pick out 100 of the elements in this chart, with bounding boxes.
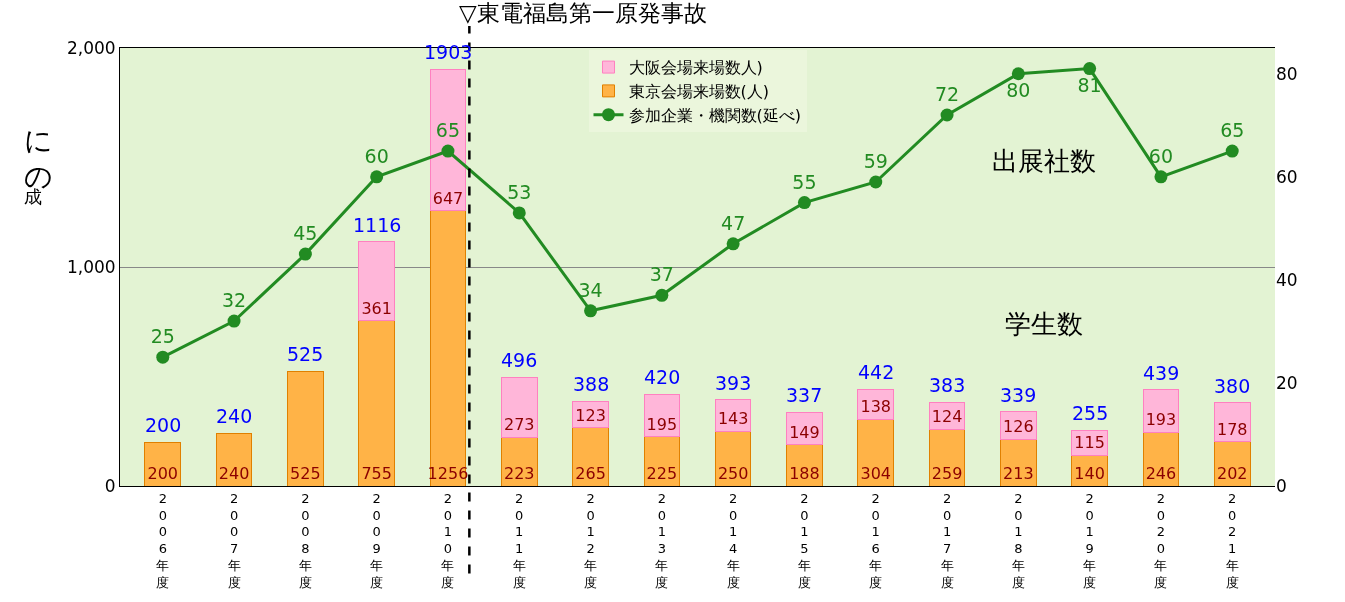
point <box>1011 67 1025 81</box>
ref-line-label: ▽東電福島第一原発事故 <box>459 0 707 26</box>
data-label: 178 <box>1216 419 1248 439</box>
data-label: 126 <box>1003 417 1034 437</box>
data-label: 59 <box>863 150 888 173</box>
data-label: 240 <box>218 464 250 483</box>
total-label: 339 <box>1000 384 1037 406</box>
x-tick-label: 2019年度 <box>1083 490 1097 591</box>
point <box>1083 62 1097 76</box>
point <box>869 175 883 189</box>
bar <box>358 320 395 486</box>
y2-tick-label: 20 <box>1276 372 1298 393</box>
total-label: 240 <box>216 405 253 427</box>
data-label: 259 <box>931 464 963 483</box>
data-label: 45 <box>293 222 318 245</box>
data-label: 273 <box>503 415 535 435</box>
data-label: 250 <box>717 464 749 483</box>
data-label: 115 <box>1074 433 1105 453</box>
data-label: 188 <box>789 464 820 483</box>
point <box>441 144 455 158</box>
x-tick-label: 2009年度 <box>370 490 384 591</box>
total-label: 525 <box>287 343 324 365</box>
y-tick-label: 0 <box>104 475 116 496</box>
y2-tick-label: 60 <box>1276 166 1298 187</box>
point <box>940 108 954 122</box>
y-tick-label: 1,000 <box>66 256 116 277</box>
data-label: 60 <box>1148 144 1174 167</box>
point <box>655 288 669 302</box>
data-label: 80 <box>1006 79 1031 102</box>
x-tick-label: 2012年度 <box>584 490 598 591</box>
bar <box>215 432 253 486</box>
data-label: 124 <box>931 407 963 427</box>
x-tick-label: 2015年度 <box>797 490 811 591</box>
data-label: 223 <box>503 464 535 483</box>
bar <box>358 241 395 322</box>
data-label: 200 <box>147 464 179 483</box>
total-label: 439 <box>1143 362 1180 384</box>
data-label: 65 <box>1220 119 1245 142</box>
total-label: 420 <box>644 366 681 388</box>
data-label: 193 <box>1145 410 1177 430</box>
x-tick-label: 2008年度 <box>298 490 312 591</box>
data-label: 72 <box>934 83 960 106</box>
total-label: 1116 <box>353 214 402 236</box>
data-label: 143 <box>717 409 749 429</box>
data-label: 25 <box>150 325 175 348</box>
data-label: 34 <box>578 278 603 301</box>
data-label: 525 <box>290 464 321 483</box>
x-tick-label: 2018年度 <box>1011 490 1025 591</box>
legend-label: 東京会場来場数(人) <box>628 82 769 102</box>
bar <box>1142 389 1180 433</box>
total-label: 442 <box>858 361 895 383</box>
point <box>512 206 526 220</box>
total-label: 255 <box>1072 402 1109 424</box>
x-tick-label: 2011年度 <box>512 490 526 591</box>
data-label: 65 <box>435 119 461 142</box>
data-label: 55 <box>792 170 817 193</box>
point <box>797 196 811 210</box>
x-tick-label: 2006年度 <box>156 490 170 591</box>
data-label: 202 <box>1216 464 1248 483</box>
data-label: 361 <box>361 298 392 318</box>
data-label: 647 <box>432 188 464 208</box>
point <box>1225 144 1239 158</box>
legend-label: 大阪会場来場数人) <box>628 58 763 78</box>
data-label: 37 <box>649 263 674 286</box>
data-label: 265 <box>575 464 606 483</box>
x-tick-label: 2016年度 <box>869 490 883 591</box>
bar <box>429 68 467 212</box>
data-label: 81 <box>1077 73 1102 96</box>
data-label: 755 <box>361 464 392 483</box>
x-tick-label: 2017年度 <box>940 490 954 591</box>
total-label: 1903 <box>424 41 473 63</box>
data-label: 123 <box>575 405 606 425</box>
point <box>726 237 740 251</box>
data-label: 60 <box>364 144 389 167</box>
bar <box>643 436 681 486</box>
total-label: 200 <box>145 414 182 436</box>
y2-tick-label: 40 <box>1276 269 1298 290</box>
total-label: 496 <box>501 349 538 371</box>
data-label: 225 <box>646 464 678 483</box>
data-label: 140 <box>1074 464 1105 483</box>
bar <box>643 393 681 438</box>
point <box>584 304 598 318</box>
x-tick-label: 2020年度 <box>1154 490 1168 591</box>
data-label: 53 <box>507 181 532 204</box>
data-label: 246 <box>1145 464 1177 483</box>
data-label: 47 <box>721 211 746 234</box>
data-label: 213 <box>1003 464 1034 483</box>
y2-tick-label: 80 <box>1276 63 1298 84</box>
y-tick-label: 2,000 <box>66 37 116 58</box>
legend-label: 参加企業・機関数(延べ) <box>628 105 801 125</box>
data-label: 138 <box>860 397 892 417</box>
bar <box>287 370 324 486</box>
point <box>298 247 312 261</box>
point <box>1154 170 1168 184</box>
annotation: 出展社数 <box>992 146 1096 176</box>
bar <box>857 418 895 486</box>
x-tick-label: 2021年度 <box>1225 490 1239 591</box>
data-label: 195 <box>646 414 678 434</box>
x-tick-label: 2010年度 <box>441 490 455 591</box>
bar <box>500 376 538 438</box>
